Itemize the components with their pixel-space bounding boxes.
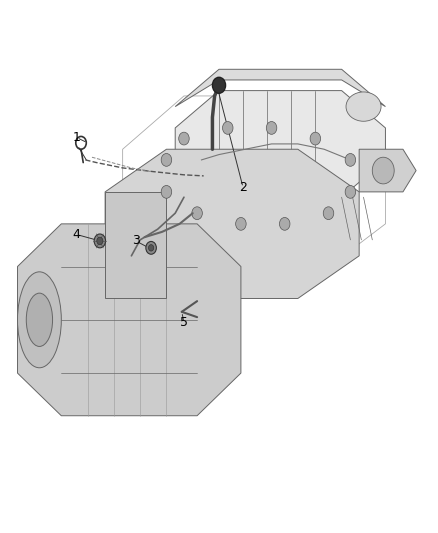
Circle shape — [279, 217, 290, 230]
Polygon shape — [105, 192, 166, 298]
Text: 5: 5 — [180, 316, 188, 329]
Polygon shape — [359, 149, 416, 192]
Text: 2: 2 — [239, 181, 247, 194]
Circle shape — [223, 122, 233, 134]
Circle shape — [179, 132, 189, 145]
Polygon shape — [175, 91, 385, 197]
Ellipse shape — [346, 92, 381, 122]
Circle shape — [323, 207, 334, 220]
Circle shape — [345, 185, 356, 198]
Circle shape — [212, 77, 226, 93]
Circle shape — [97, 237, 103, 245]
Circle shape — [161, 154, 172, 166]
Circle shape — [148, 245, 154, 251]
Polygon shape — [175, 69, 385, 107]
Polygon shape — [18, 224, 241, 416]
Text: 4: 4 — [73, 228, 81, 241]
Text: 3: 3 — [132, 235, 140, 247]
Circle shape — [236, 217, 246, 230]
Circle shape — [310, 132, 321, 145]
Circle shape — [345, 154, 356, 166]
Circle shape — [372, 157, 394, 184]
Text: 1: 1 — [73, 131, 81, 144]
Circle shape — [94, 234, 106, 248]
Ellipse shape — [18, 272, 61, 368]
Polygon shape — [105, 149, 359, 298]
Circle shape — [161, 185, 172, 198]
Circle shape — [146, 241, 156, 254]
Circle shape — [266, 122, 277, 134]
Circle shape — [192, 207, 202, 220]
Ellipse shape — [26, 293, 53, 346]
